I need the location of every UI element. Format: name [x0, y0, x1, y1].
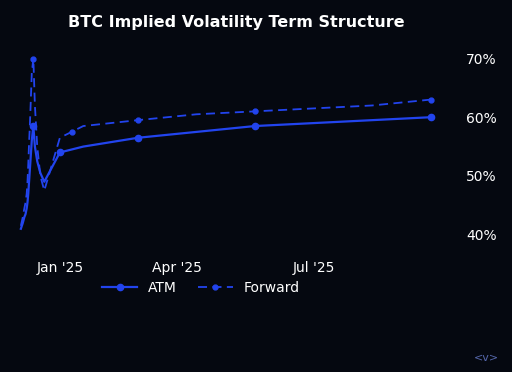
Text: <v>: <v> [474, 353, 499, 363]
Title: BTC Implied Volatility Term Structure: BTC Implied Volatility Term Structure [68, 15, 405, 30]
Legend: ATM, Forward: ATM, Forward [97, 275, 305, 300]
